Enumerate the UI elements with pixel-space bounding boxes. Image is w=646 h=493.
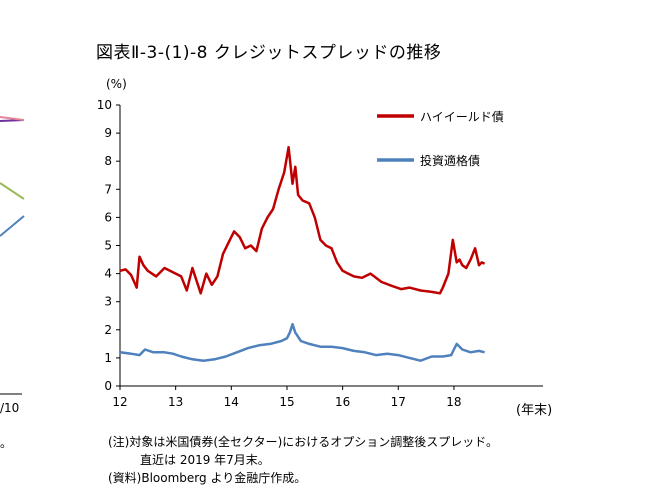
left-fragment-green-line bbox=[0, 182, 25, 200]
x-tick-label: 15 bbox=[279, 395, 294, 409]
investment-grade-series-line bbox=[119, 322, 485, 362]
y-tick-label: 6 bbox=[104, 210, 112, 224]
y-tick-label: 3 bbox=[104, 295, 112, 309]
left-fragment-mark: 。 bbox=[0, 436, 13, 450]
high-yield-series-line bbox=[119, 145, 486, 295]
footnote-source: (資料)Bloomberg より金融庁作成。 bbox=[108, 471, 307, 485]
x-tick-label: 14 bbox=[224, 395, 239, 409]
chart-title: 図表Ⅱ-3-(1)-8 クレジットスプレッドの推移 bbox=[96, 43, 442, 63]
y-tick-label: 7 bbox=[104, 182, 112, 196]
legend-label-investment-grade: 投資適格債 bbox=[420, 153, 480, 168]
y-tick-label: 0 bbox=[104, 379, 112, 393]
x-tick-label: 13 bbox=[168, 395, 183, 409]
left-chart-fragment bbox=[0, 116, 25, 395]
left-fragment-blue-line bbox=[0, 215, 25, 237]
y-tick-label: 4 bbox=[104, 267, 112, 281]
left-fragment-tick-label: /10 bbox=[0, 401, 20, 415]
y-tick-label: 2 bbox=[104, 323, 112, 337]
x-tick-label: 16 bbox=[335, 395, 350, 409]
left-fragment-pink-line bbox=[0, 116, 25, 121]
y-tick-label: 1 bbox=[104, 351, 112, 365]
y-tick-label: 8 bbox=[104, 154, 112, 168]
x-tick-label: 12 bbox=[112, 395, 127, 409]
x-tick-label: 17 bbox=[391, 395, 406, 409]
y-tick-label: 5 bbox=[104, 239, 112, 253]
y-axis-unit: (%) bbox=[106, 77, 127, 91]
x-axis-unit: (年末) bbox=[516, 403, 553, 418]
legend-label-high-yield: ハイイールド債 bbox=[420, 109, 504, 124]
x-tick-label: 18 bbox=[446, 395, 461, 409]
y-tick-label: 9 bbox=[104, 126, 112, 140]
footnote-latest: 直近は 2019 年7月末。 bbox=[140, 453, 270, 467]
y-tick-label: 10 bbox=[97, 98, 112, 112]
footnote-note: (注)対象は米国債券(全セクター)におけるオプション調整後スプレッド。 bbox=[108, 435, 499, 449]
